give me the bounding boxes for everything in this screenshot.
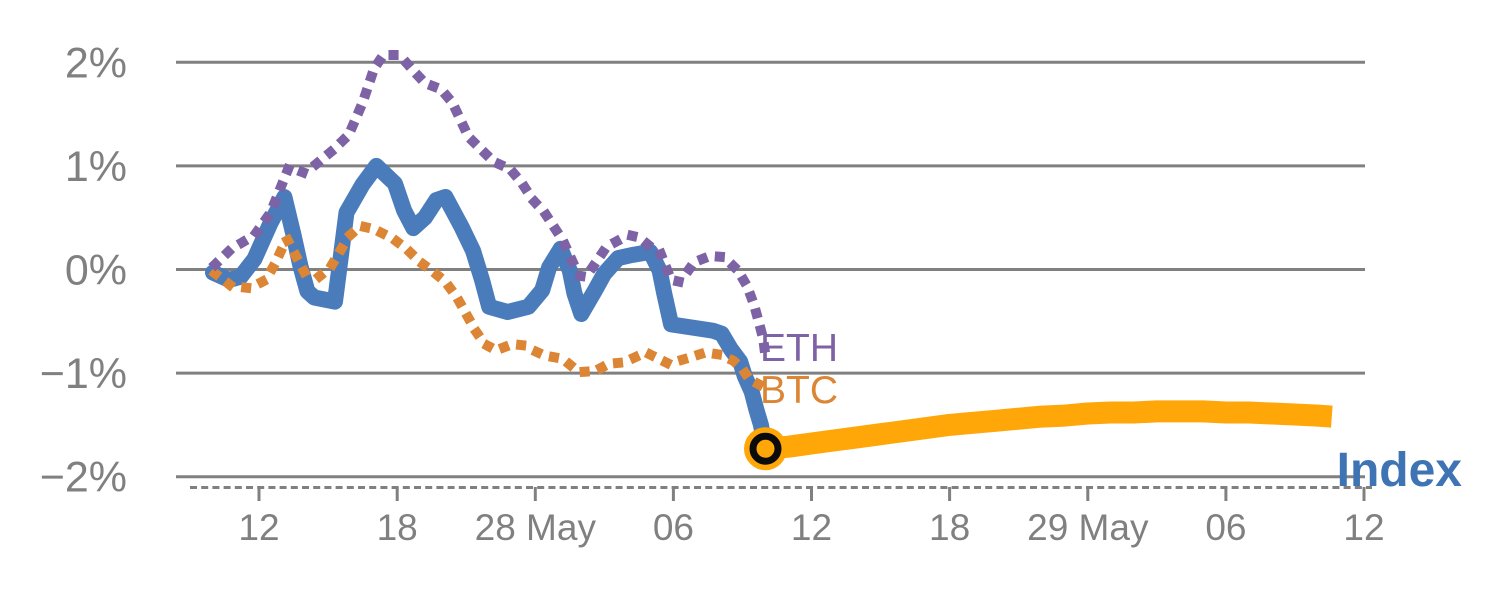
index-series-label: Index bbox=[1337, 444, 1463, 497]
x-axis-tick-label: 12 bbox=[1343, 507, 1384, 548]
y-axis-tick-label: 1% bbox=[65, 143, 127, 191]
y-axis-tick-label: −1% bbox=[40, 350, 127, 398]
y-axis-tick-label: −2% bbox=[40, 454, 127, 502]
x-axis-tick-label: 29 May bbox=[1027, 507, 1149, 548]
x-axis-tick-label: 28 May bbox=[475, 507, 597, 548]
series-btc-line bbox=[208, 220, 770, 394]
x-axis-tick-label: 06 bbox=[1205, 507, 1246, 548]
eth-series-label: ETH bbox=[760, 327, 838, 370]
x-axis-tick-label: 18 bbox=[377, 507, 418, 548]
x-axis-tick-label: 18 bbox=[929, 507, 970, 548]
x-axis-tick-label: 12 bbox=[238, 507, 279, 548]
y-axis-tick-label: 2% bbox=[65, 39, 127, 87]
btc-series-label: BTC bbox=[760, 369, 838, 412]
series-eth-line bbox=[208, 50, 772, 363]
x-axis-tick-label: 06 bbox=[653, 507, 694, 548]
x-axis-tick-label: 12 bbox=[791, 507, 832, 548]
series-index-projection-line bbox=[764, 400, 1333, 460]
y-axis-tick-label: 0% bbox=[65, 247, 127, 295]
series-index-line bbox=[205, 157, 774, 457]
current-value-marker bbox=[749, 432, 782, 465]
